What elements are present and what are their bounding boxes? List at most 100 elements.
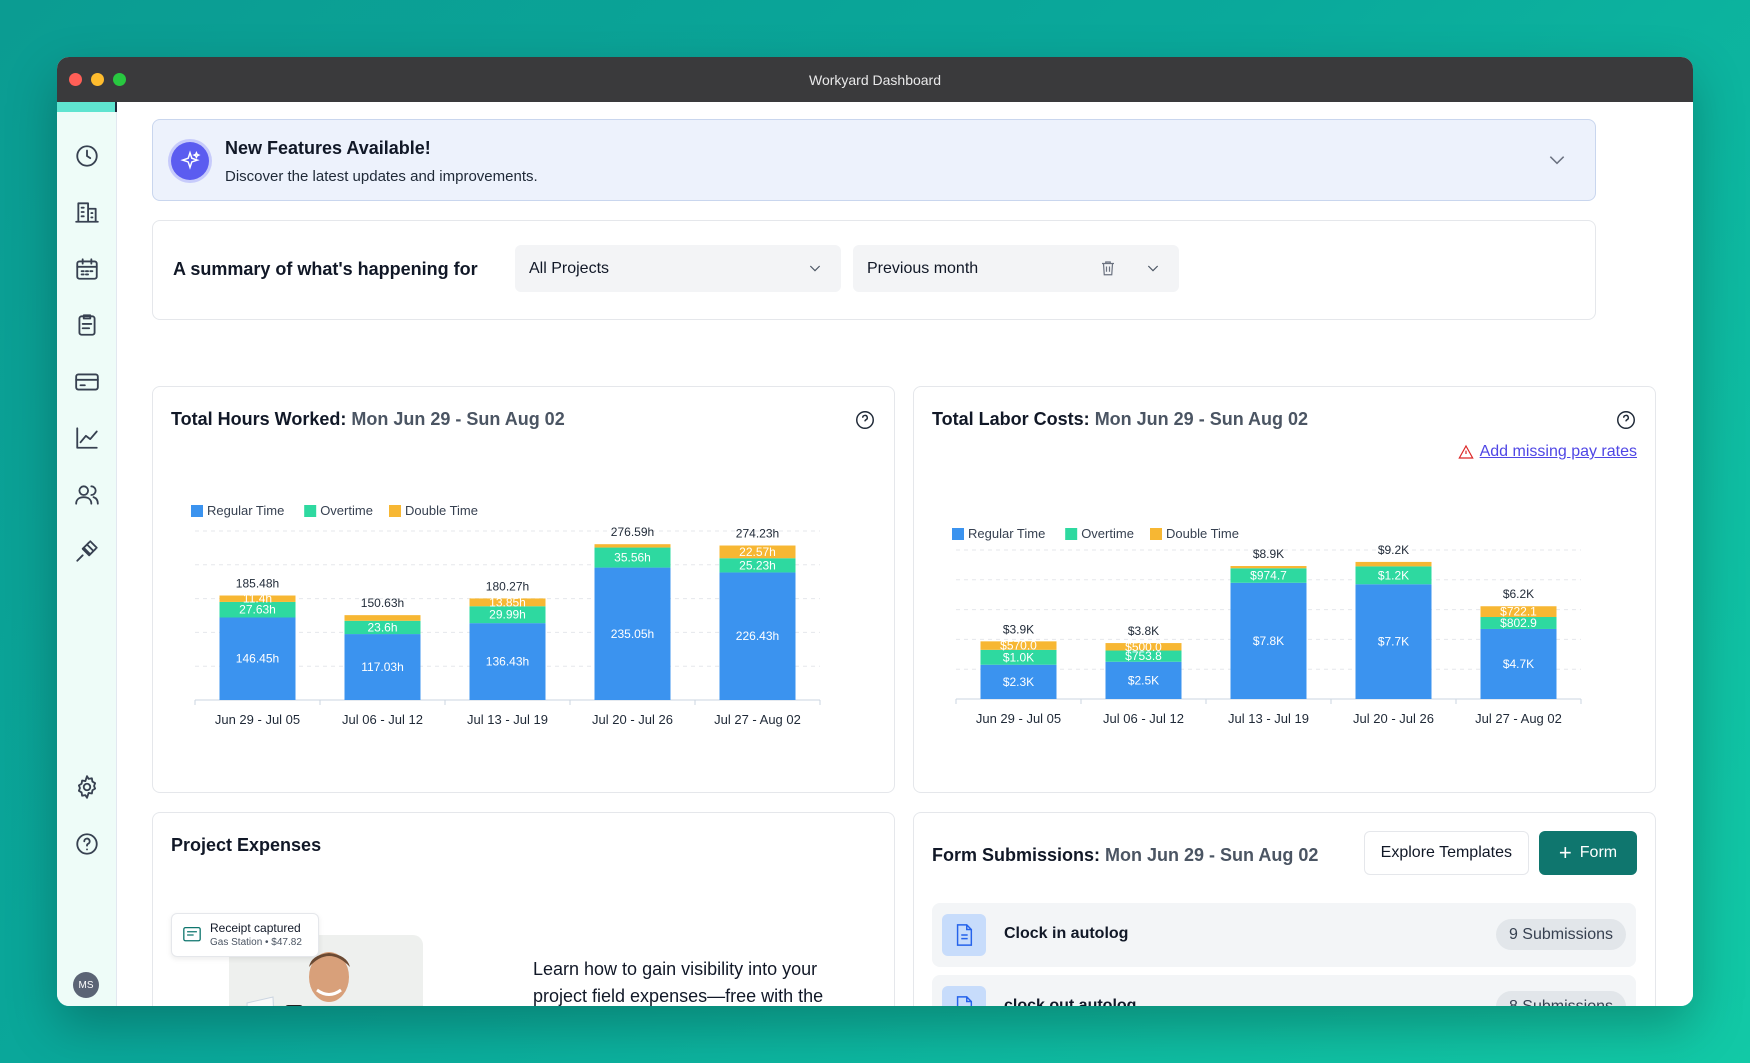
- labor-card-title-label: Total Labor Costs:: [932, 409, 1090, 429]
- bar-total-label: $3.8K: [1128, 624, 1159, 638]
- title-bar: Workyard Dashboard: [57, 57, 1693, 102]
- bar-segment: [1480, 606, 1557, 618]
- sidebar-item-forms[interactable]: [69, 307, 105, 343]
- add-form-button[interactable]: + Form: [1539, 831, 1637, 875]
- sparkle-icon: [171, 142, 209, 180]
- chevron-down-icon[interactable]: [1547, 150, 1567, 170]
- clock-icon: [76, 145, 98, 167]
- explore-templates-button[interactable]: Explore Templates: [1363, 831, 1529, 875]
- credit-card-icon: [75, 373, 99, 391]
- minimize-window-button[interactable]: [91, 73, 104, 86]
- bar-value-label: $974.7: [1250, 569, 1287, 583]
- bar-value-label: $500.0: [1125, 640, 1162, 654]
- bar-segment: [1480, 628, 1557, 699]
- bar-segment: [1480, 617, 1557, 629]
- sidebar-item-projects[interactable]: [69, 194, 105, 230]
- trash-icon[interactable]: [1099, 258, 1117, 278]
- bar-value-label: $4.7K: [1503, 657, 1534, 671]
- legend-swatch: [389, 505, 401, 517]
- sidebar-item-time[interactable]: [69, 138, 105, 174]
- x-tick-label: Jun 29 - Jul 05: [215, 712, 300, 727]
- legend-swatch: [1150, 528, 1162, 540]
- hours-card-title: Total Hours Worked: Mon Jun 29 - Sun Aug…: [171, 409, 565, 430]
- document-icon: [942, 986, 986, 1006]
- help-circle-icon: [76, 833, 98, 855]
- sidebar-item-team[interactable]: [69, 477, 105, 513]
- legend-swatch: [1065, 528, 1078, 540]
- x-tick-label: Jul 27 - Aug 02: [714, 712, 801, 727]
- project-select[interactable]: All Projects: [515, 245, 841, 292]
- forms-card-title-label: Form Submissions:: [932, 845, 1101, 865]
- maximize-window-button[interactable]: [113, 73, 126, 86]
- legend-label: Double Time: [405, 503, 478, 518]
- bar-segment: [1105, 643, 1182, 651]
- form-submissions-card: Form Submissions: Mon Jun 29 - Sun Aug 0…: [913, 812, 1656, 1006]
- bar-total-label: $8.9K: [1253, 547, 1284, 561]
- new-features-banner[interactable]: New Features Available! Discover the lat…: [152, 119, 1596, 201]
- bar-total-label: 274.23h: [736, 527, 779, 541]
- bar-segment: [594, 547, 671, 568]
- bar-value-label: $2.5K: [1128, 673, 1159, 687]
- legend-swatch: [952, 528, 964, 540]
- bar-total-label: $9.2K: [1378, 543, 1409, 557]
- help-circle-icon[interactable]: [854, 409, 876, 431]
- bar-value-label: $722.1: [1500, 605, 1537, 619]
- bar-segment: [594, 567, 671, 700]
- sidebar-item-integrations[interactable]: [69, 533, 105, 569]
- banner-title: New Features Available!: [225, 138, 431, 158]
- plus-icon: +: [1558, 840, 1572, 865]
- sidebar-item-schedule[interactable]: [69, 251, 105, 287]
- sidebar-item-help[interactable]: [69, 826, 105, 862]
- add-missing-pay-rates-link[interactable]: Add missing pay rates: [1457, 443, 1637, 461]
- x-tick-label: Jul 06 - Jul 12: [1103, 711, 1184, 726]
- expenses-description: Learn how to gain visibility into your p…: [533, 959, 824, 1006]
- bar-segment: [219, 617, 296, 700]
- summary-label: A summary of what's happening for: [173, 259, 478, 279]
- bar-value-label: $2.3K: [1003, 675, 1034, 689]
- sidebar-item-expenses[interactable]: [69, 364, 105, 400]
- bar-value-label: 235.05h: [611, 627, 654, 641]
- chevron-down-icon: [807, 260, 823, 276]
- legend-swatch: [304, 505, 317, 517]
- main-content: New Features Available! Discover the lat…: [117, 102, 1693, 1006]
- bar-segment: [469, 606, 546, 624]
- bar-value-label: $1.0K: [1003, 650, 1034, 664]
- labor-card-date-range: Mon Jun 29 - Sun Aug 02: [1094, 409, 1309, 429]
- bar-value-label: 29.99h: [489, 608, 526, 622]
- bar-value-label: $753.8: [1125, 649, 1162, 663]
- bar-total-label: 185.48h: [236, 577, 279, 591]
- period-select[interactable]: Previous month: [853, 245, 1179, 292]
- bar-total-label: 150.63h: [361, 596, 404, 610]
- close-window-button[interactable]: [69, 73, 82, 86]
- bar-segment: [594, 544, 671, 548]
- x-tick-label: Jun 29 - Jul 05: [976, 711, 1061, 726]
- form-name: clock out autolog: [1004, 997, 1137, 1006]
- bar-total-label: $6.2K: [1503, 587, 1534, 601]
- bar-segment: [219, 601, 296, 618]
- bar-value-label: 22.57h: [739, 545, 776, 559]
- building-icon: [75, 202, 99, 223]
- bar-segment: [980, 641, 1057, 650]
- bar-segment: [1355, 584, 1432, 699]
- document-icon: [942, 914, 986, 956]
- bar-value-label: $7.8K: [1253, 634, 1284, 648]
- sidebar-item-settings[interactable]: [69, 769, 105, 805]
- forms-card-date-range: Mon Jun 29 - Sun Aug 02: [1105, 845, 1319, 865]
- add-missing-pay-rates-label: Add missing pay rates: [1479, 443, 1637, 460]
- bar-value-label: 25.23h: [739, 558, 776, 572]
- sidebar-item-reports[interactable]: [69, 420, 105, 456]
- warning-icon: [1457, 444, 1474, 459]
- hours-card-date-range: Mon Jun 29 - Sun Aug 02: [351, 409, 565, 429]
- form-row[interactable]: clock out autolog 8 Submissions: [932, 975, 1636, 1006]
- form-row[interactable]: Clock in autolog 9 Submissions: [932, 903, 1636, 967]
- legend-swatch: [191, 505, 203, 517]
- bar-value-label: 13.85h: [489, 595, 526, 609]
- bar-value-label: $7.7K: [1378, 635, 1409, 649]
- help-circle-icon[interactable]: [1615, 409, 1637, 431]
- bar-segment: [719, 545, 796, 559]
- avatar[interactable]: MS: [73, 972, 99, 998]
- users-icon: [75, 485, 99, 505]
- bar-value-label: 35.56h: [614, 551, 651, 565]
- calendar-icon: [76, 258, 98, 280]
- bar-segment: [1355, 566, 1432, 585]
